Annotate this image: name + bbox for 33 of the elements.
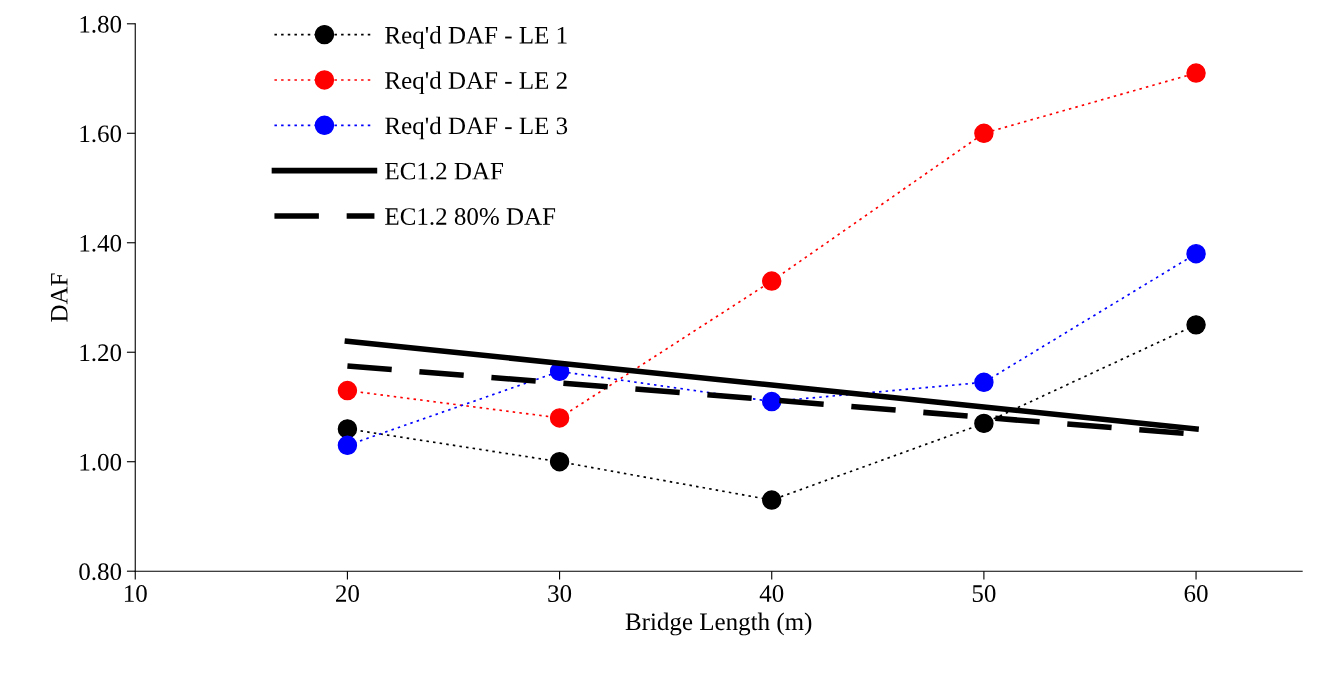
y-tick-label: 1.00 — [80, 453, 122, 471]
x-tick-label: 20 — [336, 585, 359, 602]
y-tick-label: 1.60 — [80, 125, 122, 143]
point — [549, 451, 570, 472]
point — [974, 372, 994, 393]
y-tick-label: 1.40 — [80, 234, 122, 252]
point — [1186, 315, 1206, 335]
legend-label: Req'd DAF - LE 2 — [385, 71, 567, 95]
legend-label: Req'd DAF - LE 1 — [385, 26, 567, 49]
legend-label: EC1.2 80% DAF — [385, 208, 556, 226]
point — [974, 123, 994, 144]
point — [337, 419, 358, 439]
point — [337, 380, 358, 401]
point — [549, 408, 570, 428]
x-tick-label: 10 — [124, 585, 147, 602]
point — [974, 413, 994, 434]
y-tick-label: 1.80 — [80, 15, 122, 33]
x-tick-label: 60 — [1184, 585, 1208, 602]
point — [1186, 243, 1206, 264]
point — [762, 391, 782, 412]
point — [1186, 63, 1206, 83]
x-axis-title: Bridge Length (m) — [625, 612, 812, 636]
point — [762, 490, 782, 510]
y-tick-label: 0.80 — [79, 563, 122, 581]
legend-label: Req'd DAF - LE 3 — [385, 116, 568, 140]
legend-label: EC1.2 DAF — [385, 162, 503, 180]
point — [337, 435, 358, 456]
point — [762, 271, 782, 291]
x-tick-label: 50 — [972, 585, 996, 602]
y-axis-title: DAF — [50, 273, 68, 322]
y-tick-label: 1.20 — [80, 344, 122, 362]
x-tick-label: 40 — [759, 585, 784, 602]
x-tick-label: 30 — [548, 585, 572, 602]
